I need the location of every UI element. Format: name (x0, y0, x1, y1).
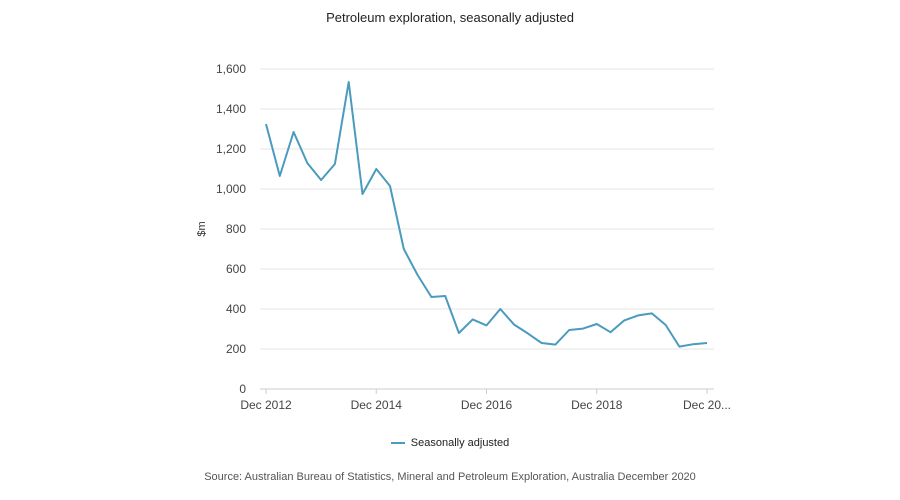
data-point (277, 173, 283, 179)
y-tick-label: 1,000 (216, 182, 246, 196)
legend[interactable]: Seasonally adjusted (0, 437, 900, 449)
data-point (690, 341, 696, 347)
x-tick-label: Dec 20... (683, 398, 731, 412)
data-point (401, 246, 407, 252)
data-point (580, 326, 586, 332)
y-axis-ticks: 0 200 400 600 800 1,000 1,200 1,400 1,600 (216, 62, 246, 396)
data-point (470, 316, 476, 322)
y-axis-title: $m (196, 221, 208, 236)
x-tick-label: Dec 2016 (461, 398, 513, 412)
data-point (635, 312, 641, 318)
series-layer (263, 79, 710, 350)
data-point (484, 322, 490, 328)
x-tick-label: Dec 2012 (240, 398, 292, 412)
data-point (456, 330, 462, 336)
data-point (318, 177, 324, 183)
y-tick-label: 1,200 (216, 142, 246, 156)
series-line (265, 81, 708, 348)
source-note: Source: Australian Bureau of Statistics,… (204, 471, 696, 483)
data-point (346, 79, 352, 85)
data-point (415, 272, 421, 278)
data-point (621, 317, 627, 323)
data-point (304, 160, 310, 166)
y-tick-label: 400 (226, 302, 246, 316)
y-tick-label: 0 (239, 382, 246, 396)
x-tick-label: Dec 2018 (571, 398, 623, 412)
data-point (511, 322, 517, 328)
data-point (663, 322, 669, 328)
y-tick-label: 200 (226, 342, 246, 356)
y-tick-label: 600 (226, 262, 246, 276)
data-point (608, 329, 614, 335)
x-axis-ticks: Dec 2012 Dec 2014 Dec 2016 Dec 2018 Dec 20..… (240, 389, 731, 412)
data-point (373, 166, 379, 172)
data-point (291, 129, 297, 135)
legend-swatch (390, 442, 405, 444)
data-point (552, 342, 558, 348)
data-point (594, 321, 600, 327)
gridlines (260, 68, 714, 390)
chart-title: Petroleum exploration, seasonally adjust… (326, 10, 574, 25)
legend-label: Seasonally adjusted (410, 437, 510, 449)
data-point (442, 293, 448, 299)
x-tick-label: Dec 2014 (351, 398, 403, 412)
data-point (539, 340, 545, 346)
data-point (332, 161, 338, 167)
data-point (263, 121, 269, 127)
data-point (676, 344, 682, 350)
data-point (359, 191, 365, 197)
data-point (497, 306, 503, 312)
y-tick-label: 800 (226, 222, 246, 236)
data-point (525, 330, 531, 336)
data-point (649, 310, 655, 316)
data-point (428, 294, 434, 300)
data-point (704, 340, 710, 346)
data-point (566, 327, 572, 333)
data-point (387, 183, 393, 189)
y-tick-label: 1,400 (216, 102, 246, 116)
y-tick-label: 1,600 (216, 62, 246, 76)
